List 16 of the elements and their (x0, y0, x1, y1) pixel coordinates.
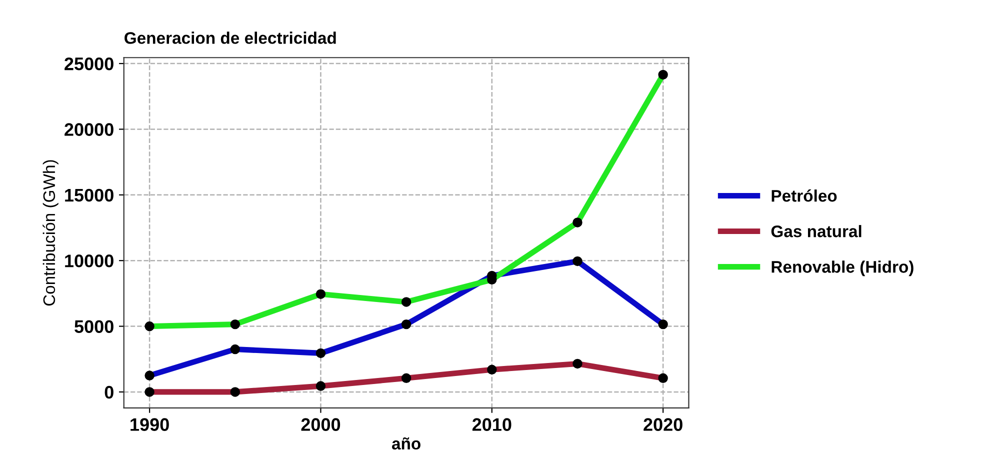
x-axis-title: año (392, 437, 420, 450)
y-tick-label: 5000 (74, 320, 114, 333)
legend-label: Renovable (Hidro) (772, 260, 914, 276)
y-tick-label: 20000 (64, 123, 114, 136)
chart-title: Generacion de electricidad (124, 32, 336, 44)
legend-label: Gas natural (771, 225, 862, 238)
x-tick-label: 2010 (472, 418, 512, 431)
y-tick-label: 25000 (64, 57, 114, 70)
legend-label: Petróleo (772, 189, 837, 202)
y-tick-label: 10000 (65, 254, 114, 268)
y-tick-label: 15000 (65, 188, 114, 202)
y-tick-label: 0 (104, 386, 114, 399)
x-tick-label: 1990 (130, 418, 169, 431)
y-axis-title: Contribución (GWh) (42, 160, 58, 306)
x-tick-label: 2020 (644, 418, 682, 431)
x-tick-label: 2000 (301, 418, 340, 431)
